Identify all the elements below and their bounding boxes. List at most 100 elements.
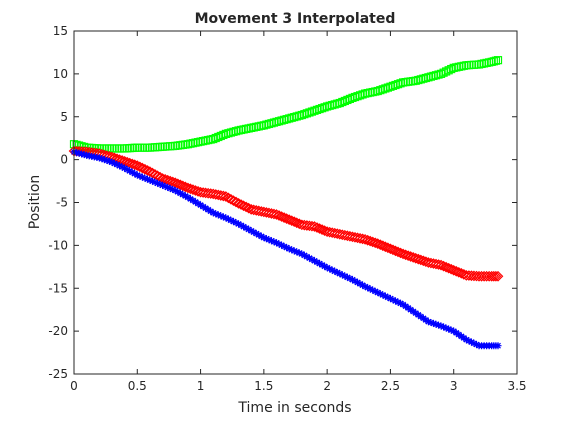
y-tick-label: -10 [48,238,68,252]
data-point [257,232,265,240]
data-point [478,270,490,282]
data-point [273,210,285,221]
data-point [260,234,268,242]
data-point [323,264,331,272]
data-point [270,238,278,246]
data-point [300,251,308,259]
data-point [189,196,197,204]
data-point [321,262,329,270]
data-point [230,196,242,208]
data-point [285,245,293,253]
data-point [143,175,151,183]
data-point [192,198,200,206]
x-tick-label: 0 [70,379,78,393]
data-point [313,258,321,266]
data-point [95,154,103,162]
data-point [176,189,184,197]
y-tick-label: -5 [56,196,68,210]
data-point [298,250,306,258]
data-point [147,167,158,179]
data-point [238,200,249,212]
x-tick-label: 2.5 [381,379,400,393]
data-point [376,290,384,298]
data-point [174,188,182,196]
data-point [310,257,318,265]
x-tick-label: 3 [450,379,458,393]
x-tick-label: 1.5 [254,379,273,393]
x-tick-label: 1 [197,379,205,393]
data-point [237,221,245,229]
data-point [389,296,397,304]
data-point [493,56,503,65]
data-point [273,239,281,247]
data-point [227,216,235,224]
data-point [338,271,346,279]
data-point [126,167,134,175]
data-point [286,215,298,227]
data-point [166,184,174,192]
data-point [129,159,141,171]
data-point [390,245,401,257]
data-point [288,246,296,254]
data-point [164,183,172,191]
data-point [235,199,247,210]
data-point [326,265,334,273]
data-point [374,239,386,251]
data-point [141,174,149,182]
data-point [169,185,177,193]
data-point [316,224,328,235]
data-point [437,322,445,330]
data-point [381,292,389,300]
data-point [308,255,316,263]
data-point [380,241,391,253]
data-point [391,297,399,305]
data-point [73,149,81,157]
data-point [450,265,462,277]
x-tick-label: 2 [323,379,331,393]
data-point [440,323,448,331]
data-point [222,214,230,222]
data-point [473,270,485,282]
data-point [385,243,396,255]
data-point [379,291,387,299]
data-point [447,326,455,334]
data-point [275,240,283,248]
data-point [494,342,502,350]
data-point [445,325,453,333]
y-tick-label: 0 [60,153,68,167]
ticks-layer: 0 0.5 1 1.5 2 2.5 3 3.5 15 10 5 0 -5 -10 -15 -20 -25 [48,24,526,393]
data-point [427,319,435,327]
data-point [235,220,243,228]
data-point [177,180,189,192]
data-point [476,270,487,282]
data-point [267,237,275,245]
data-point [333,268,341,276]
data-point [171,186,179,194]
data-point [78,150,86,158]
data-point [318,261,326,269]
data-point [280,242,288,250]
data-point [278,241,286,249]
data-point [229,218,237,226]
data-point [220,191,232,202]
data-point [209,209,217,217]
data-point [144,166,156,177]
data-point [343,273,351,281]
data-point [103,156,111,164]
data-point [359,281,367,289]
data-point [453,266,465,278]
data-point [351,277,359,285]
data-point [336,270,344,278]
data-point [225,193,237,205]
data-point [303,253,311,261]
data-point [429,319,437,327]
data-point [395,247,406,259]
data-point [470,339,478,347]
data-point [156,180,164,188]
data-point [366,285,374,293]
data-point [354,278,362,286]
data-point [283,244,291,252]
data-point [111,159,119,167]
data-point [105,157,113,165]
